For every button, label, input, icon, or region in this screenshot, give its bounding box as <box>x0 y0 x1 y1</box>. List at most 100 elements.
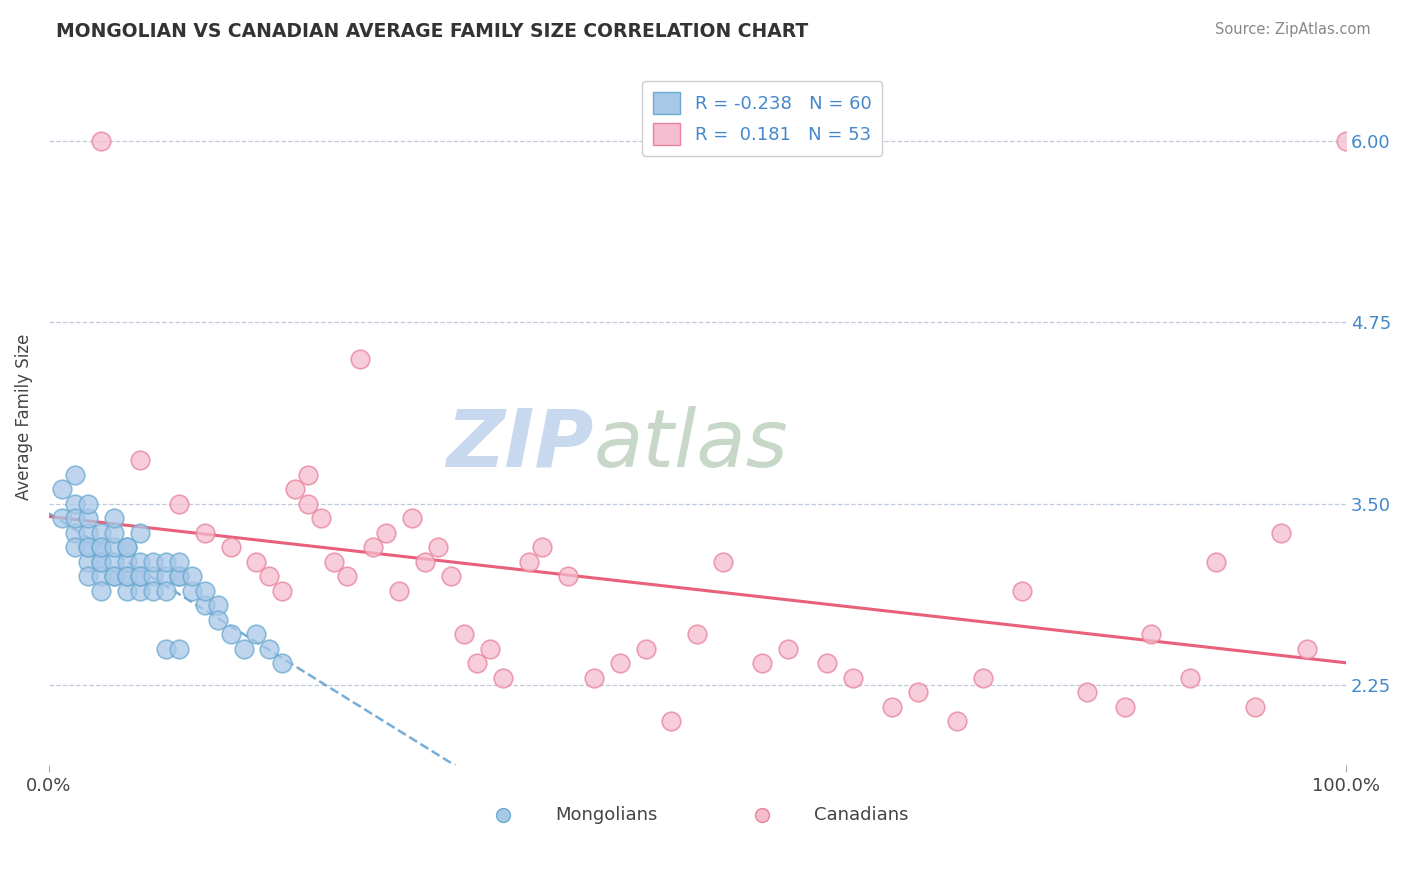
Point <box>478 642 501 657</box>
Point <box>219 541 242 555</box>
Point <box>90 134 112 148</box>
Point <box>1334 134 1357 148</box>
Point <box>180 583 202 598</box>
Point <box>90 555 112 569</box>
Point <box>128 453 150 467</box>
Point <box>63 541 86 555</box>
Point <box>946 714 969 729</box>
Legend: R = -0.238   N = 60, R =  0.181   N = 53: R = -0.238 N = 60, R = 0.181 N = 53 <box>643 81 882 156</box>
Point <box>194 583 217 598</box>
Point <box>155 642 177 657</box>
Point <box>77 525 100 540</box>
Point <box>63 511 86 525</box>
Point <box>1270 525 1292 540</box>
Point <box>711 555 734 569</box>
Point <box>207 613 229 627</box>
Point <box>167 555 190 569</box>
Point <box>77 555 100 569</box>
Point <box>90 541 112 555</box>
Point <box>103 569 125 583</box>
Point <box>361 541 384 555</box>
Point <box>142 583 165 598</box>
Point <box>259 642 281 657</box>
Point <box>77 541 100 555</box>
Point <box>103 555 125 569</box>
Point <box>63 525 86 540</box>
Point <box>842 671 865 685</box>
Point <box>128 583 150 598</box>
Point <box>77 541 100 555</box>
Point <box>103 541 125 555</box>
Point <box>128 569 150 583</box>
Point <box>297 467 319 482</box>
Point <box>284 483 307 497</box>
Point <box>167 569 190 583</box>
Point <box>427 541 450 555</box>
Point <box>103 569 125 583</box>
Point <box>453 627 475 641</box>
Point <box>336 569 359 583</box>
Point <box>63 467 86 482</box>
Point <box>349 351 371 366</box>
Point <box>440 569 463 583</box>
Point <box>907 685 929 699</box>
Text: ZIP: ZIP <box>446 406 593 483</box>
Point <box>155 569 177 583</box>
Point <box>115 569 138 583</box>
Point <box>128 569 150 583</box>
Point <box>972 671 994 685</box>
Point <box>530 541 553 555</box>
Point <box>1180 671 1202 685</box>
Point <box>517 555 540 569</box>
Point <box>245 555 267 569</box>
Point <box>103 525 125 540</box>
Point <box>115 541 138 555</box>
Point <box>142 555 165 569</box>
Point <box>167 569 190 583</box>
Point <box>51 483 73 497</box>
Point <box>388 583 411 598</box>
Point <box>492 671 515 685</box>
Point <box>1205 555 1227 569</box>
Point <box>778 642 800 657</box>
Point <box>1114 700 1136 714</box>
Point <box>167 497 190 511</box>
Point <box>1011 583 1033 598</box>
Point <box>465 657 488 671</box>
Point <box>167 642 190 657</box>
Point <box>115 555 138 569</box>
Point <box>77 511 100 525</box>
Point <box>90 555 112 569</box>
Point <box>155 555 177 569</box>
Point <box>1244 700 1267 714</box>
Point <box>557 569 579 583</box>
Text: MONGOLIAN VS CANADIAN AVERAGE FAMILY SIZE CORRELATION CHART: MONGOLIAN VS CANADIAN AVERAGE FAMILY SIZ… <box>56 22 808 41</box>
Point <box>1076 685 1098 699</box>
Point <box>90 569 112 583</box>
Point <box>128 525 150 540</box>
Y-axis label: Average Family Size: Average Family Size <box>15 334 32 500</box>
Point <box>194 525 217 540</box>
Point <box>609 657 631 671</box>
Point <box>311 511 333 525</box>
Point <box>582 671 605 685</box>
Point <box>232 642 254 657</box>
Point <box>77 497 100 511</box>
Point <box>142 569 165 583</box>
Text: Mongolians: Mongolians <box>555 806 657 824</box>
Point <box>413 555 436 569</box>
Point <box>180 569 202 583</box>
Point <box>90 583 112 598</box>
Point <box>103 511 125 525</box>
Point <box>90 525 112 540</box>
Point <box>155 583 177 598</box>
Point <box>90 541 112 555</box>
Point <box>375 525 398 540</box>
Point <box>115 541 138 555</box>
Text: Canadians: Canadians <box>814 806 908 824</box>
Point <box>51 511 73 525</box>
Point <box>63 497 86 511</box>
Point <box>401 511 423 525</box>
Point <box>751 657 773 671</box>
Point <box>77 569 100 583</box>
